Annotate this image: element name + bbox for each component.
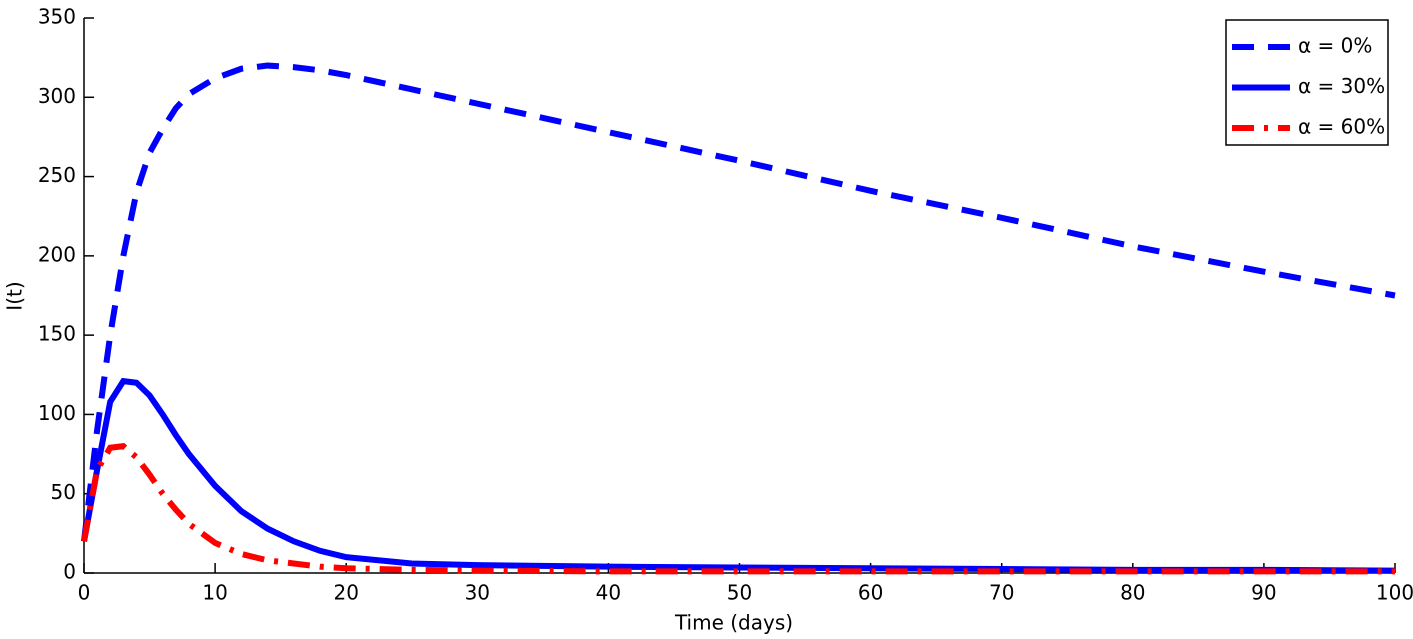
x-tick-label: 50: [727, 581, 752, 605]
y-tick-label: 250: [38, 163, 76, 187]
series-line: [81, 62, 1396, 542]
x-tick-label: 80: [1120, 581, 1145, 605]
y-tick-label: 50: [51, 480, 76, 504]
series-line: [81, 377, 1396, 574]
y-axis-label: I(t): [3, 281, 27, 310]
x-tick-label: 100: [1376, 581, 1413, 605]
x-tick-label: 0: [78, 581, 91, 605]
x-tick-label: 20: [333, 581, 358, 605]
y-tick-label: 0: [63, 560, 76, 584]
legend-box: [1225, 19, 1389, 146]
x-tick-label: 70: [989, 581, 1014, 605]
x-tick-label: 40: [596, 581, 621, 605]
x-tick-label: 10: [202, 581, 227, 605]
y-tick-label: 350: [38, 5, 76, 29]
x-axis-label: Time (days): [674, 611, 793, 635]
y-tick-label: 100: [38, 401, 76, 425]
legend-label: α = 60%: [1298, 115, 1385, 139]
x-tick-label: 30: [465, 581, 490, 605]
y-tick-label: 150: [38, 322, 76, 346]
x-tick-label: 60: [858, 581, 883, 605]
legend-label: α = 0%: [1298, 34, 1372, 58]
x-tick-label: 90: [1251, 581, 1276, 605]
y-tick-label: 300: [38, 84, 76, 108]
legend-label: α = 30%: [1298, 74, 1385, 98]
y-tick-label: 200: [38, 242, 76, 266]
series-line: [81, 443, 1395, 575]
